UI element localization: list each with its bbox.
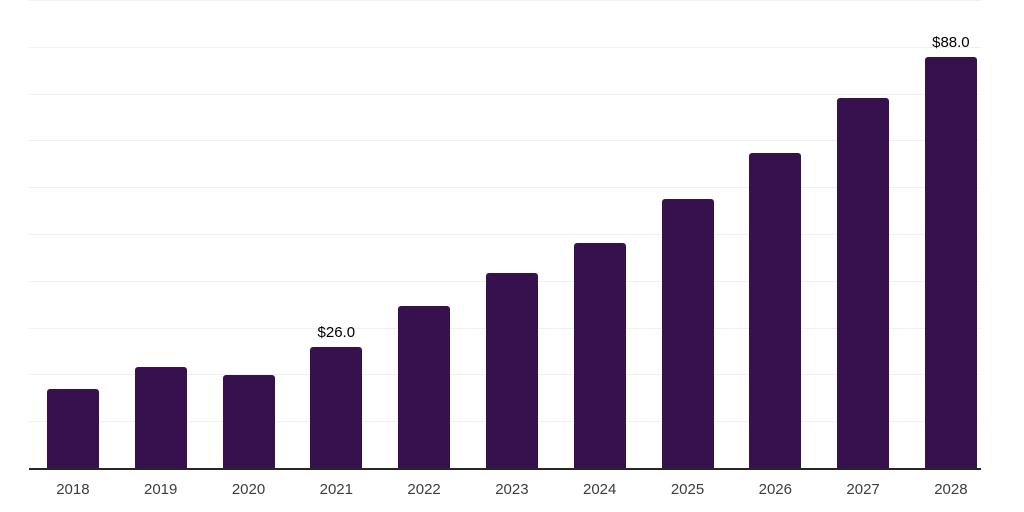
gridline: [29, 0, 981, 1]
bar-2027: [837, 98, 890, 469]
bar-2018: [46, 389, 99, 469]
gridline: [29, 140, 981, 142]
bar-2019: [134, 366, 187, 469]
x-axis-label: 2018: [56, 481, 90, 498]
bar-2020: [222, 375, 275, 469]
bar-2026: [749, 153, 802, 469]
gridline: [29, 187, 981, 189]
x-axis-label: 2027: [846, 481, 880, 498]
x-axis-label: 2020: [231, 481, 266, 498]
x-axis-label: 2023: [495, 481, 529, 498]
x-axis-label: 2021: [319, 481, 353, 498]
x-axis-label: 2024: [583, 481, 617, 498]
x-axis-labels: 2018 2019 2020 2021 2022 2023 2024 2025 2026 2027…: [29, 481, 981, 501]
gridline: [29, 234, 981, 235]
x-axis-label: 2026: [758, 481, 792, 498]
bar-2025: [661, 198, 714, 469]
bar-2023: [485, 273, 538, 469]
x-axis-label: 2025: [670, 481, 705, 498]
bar-2028: [924, 57, 977, 469]
x-axis-label: 2022: [407, 481, 441, 498]
x-axis-label: 2028: [934, 481, 968, 498]
gridline: [29, 46, 981, 48]
plot-area: $26.0 $88.0: [29, 0, 981, 470]
x-axis-label: 2019: [144, 481, 178, 498]
bar-value-label: $88.0: [932, 34, 970, 52]
bar-2024: [573, 242, 626, 469]
x-axis-line: [29, 468, 981, 470]
bar-2021: [310, 347, 363, 469]
gridline: [29, 93, 981, 95]
bar-2022: [398, 306, 451, 469]
bar-value-label: $26.0: [317, 324, 356, 342]
